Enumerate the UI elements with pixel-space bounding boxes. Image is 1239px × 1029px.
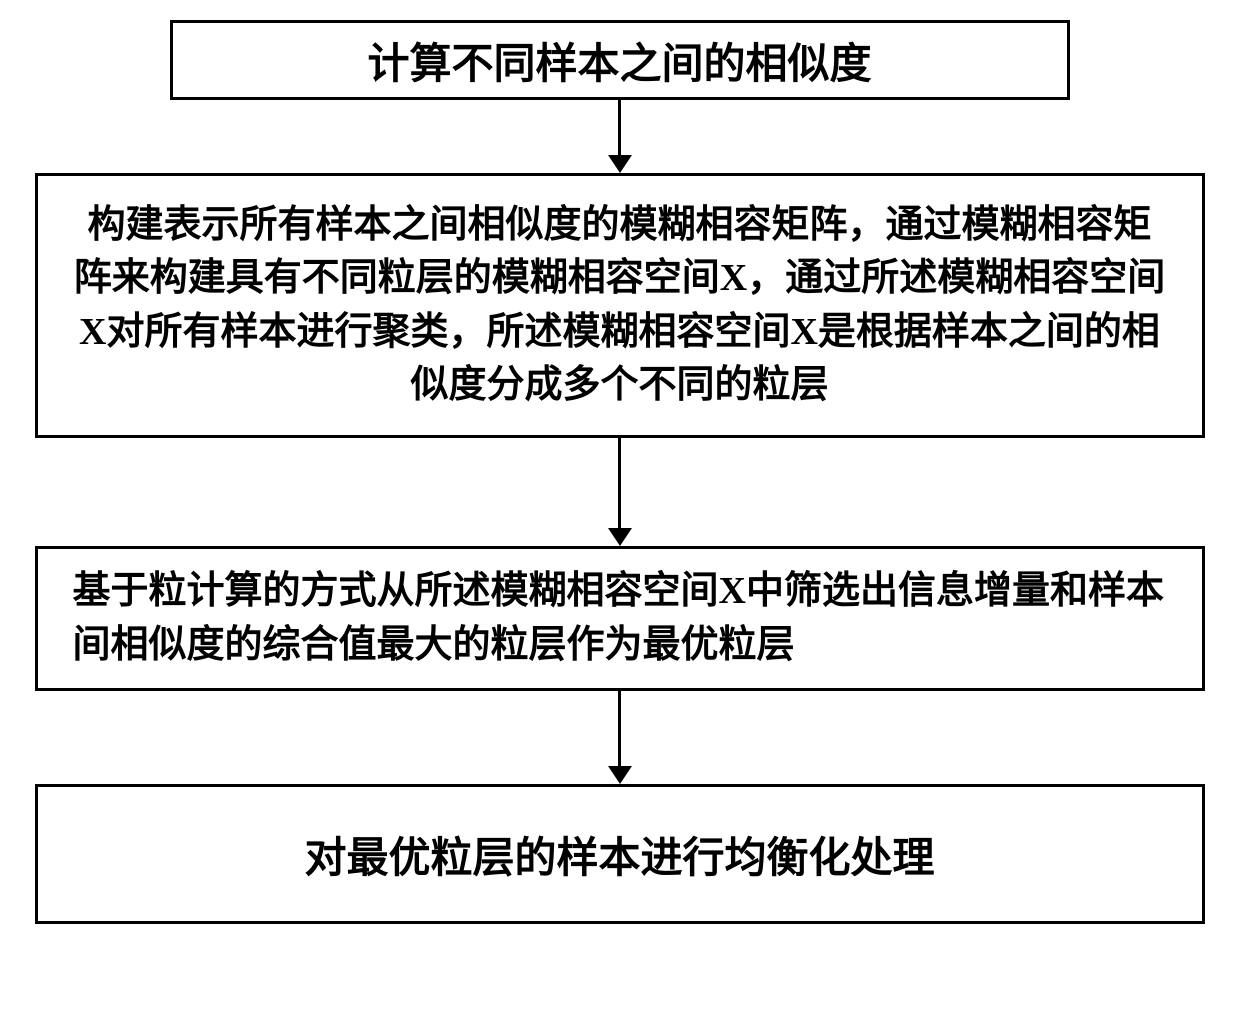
flowchart-step-3: 基于粒计算的方式从所述模糊相容空间X中筛选出信息增量和样本间相似度的综合值最大的…: [35, 546, 1205, 691]
flowchart-container: 计算不同样本之间的相似度 构建表示所有样本之间相似度的模糊相容矩阵，通过模糊相容…: [0, 0, 1239, 1029]
flowchart-step-4: 对最优粒层的样本进行均衡化处理: [35, 784, 1205, 924]
step-3-text: 基于粒计算的方式从所述模糊相容空间X中筛选出信息增量和样本间相似度的综合值最大的…: [73, 565, 1167, 671]
flowchart-step-1: 计算不同样本之间的相似度: [170, 20, 1070, 100]
arrow-head-icon: [608, 528, 632, 546]
arrow-head-icon: [608, 155, 632, 173]
arrow-line: [618, 100, 621, 155]
arrow-head-icon: [608, 766, 632, 784]
step-1-text: 计算不同样本之间的相似度: [367, 30, 871, 91]
flowchart-step-2: 构建表示所有样本之间相似度的模糊相容矩阵，通过模糊相容矩阵来构建具有不同粒层的模…: [35, 173, 1205, 438]
arrow-line: [618, 438, 621, 528]
step-4-text: 对最优粒层的样本进行均衡化处理: [304, 824, 934, 885]
flowchart-arrow-3: [608, 691, 632, 784]
flowchart-arrow-1: [608, 100, 632, 173]
flowchart-arrow-2: [608, 438, 632, 546]
arrow-line: [618, 691, 621, 766]
step-2-text: 构建表示所有样本之间相似度的模糊相容矩阵，通过模糊相容矩阵来构建具有不同粒层的模…: [73, 199, 1167, 412]
